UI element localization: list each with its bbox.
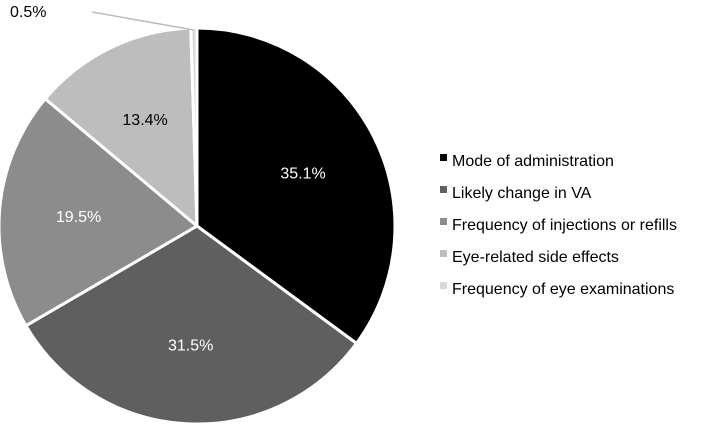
pie-slice-1 xyxy=(24,224,358,426)
legend-swatch-2 xyxy=(440,218,447,225)
slice-labels: 35.1% 31.5% 19.5% 13.4% 0.5% xyxy=(10,4,326,355)
slice-label-1: 31.5% xyxy=(168,338,213,355)
pie-slice-3 xyxy=(43,26,199,228)
legend-swatch-0 xyxy=(440,154,447,161)
legend-swatch-1 xyxy=(440,186,447,193)
legend-label-1: Likely change in VA xyxy=(452,185,592,202)
pie-slice-2 xyxy=(0,97,199,328)
slice-label-0: 35.1% xyxy=(280,165,325,182)
slice-label-4: 0.5% xyxy=(10,4,46,21)
legend-swatch-4 xyxy=(440,282,447,289)
legend-label-0: Mode of administration xyxy=(452,153,614,170)
legend: Mode of administration Likely change in V… xyxy=(440,153,677,298)
legend-label-3: Eye-related side effects xyxy=(452,249,619,266)
pie-slice-4 xyxy=(189,26,199,228)
slice-label-3: 13.4% xyxy=(122,112,167,129)
pie-slices xyxy=(0,26,397,426)
slice-label-2: 19.5% xyxy=(56,209,101,226)
legend-swatch-3 xyxy=(440,250,447,257)
pie-slice-0 xyxy=(195,26,397,345)
legend-label-4: Frequency of eye examinations xyxy=(452,281,674,298)
legend-label-2: Frequency of injections or refills xyxy=(452,217,677,234)
leader-line-4 xyxy=(91,11,195,31)
